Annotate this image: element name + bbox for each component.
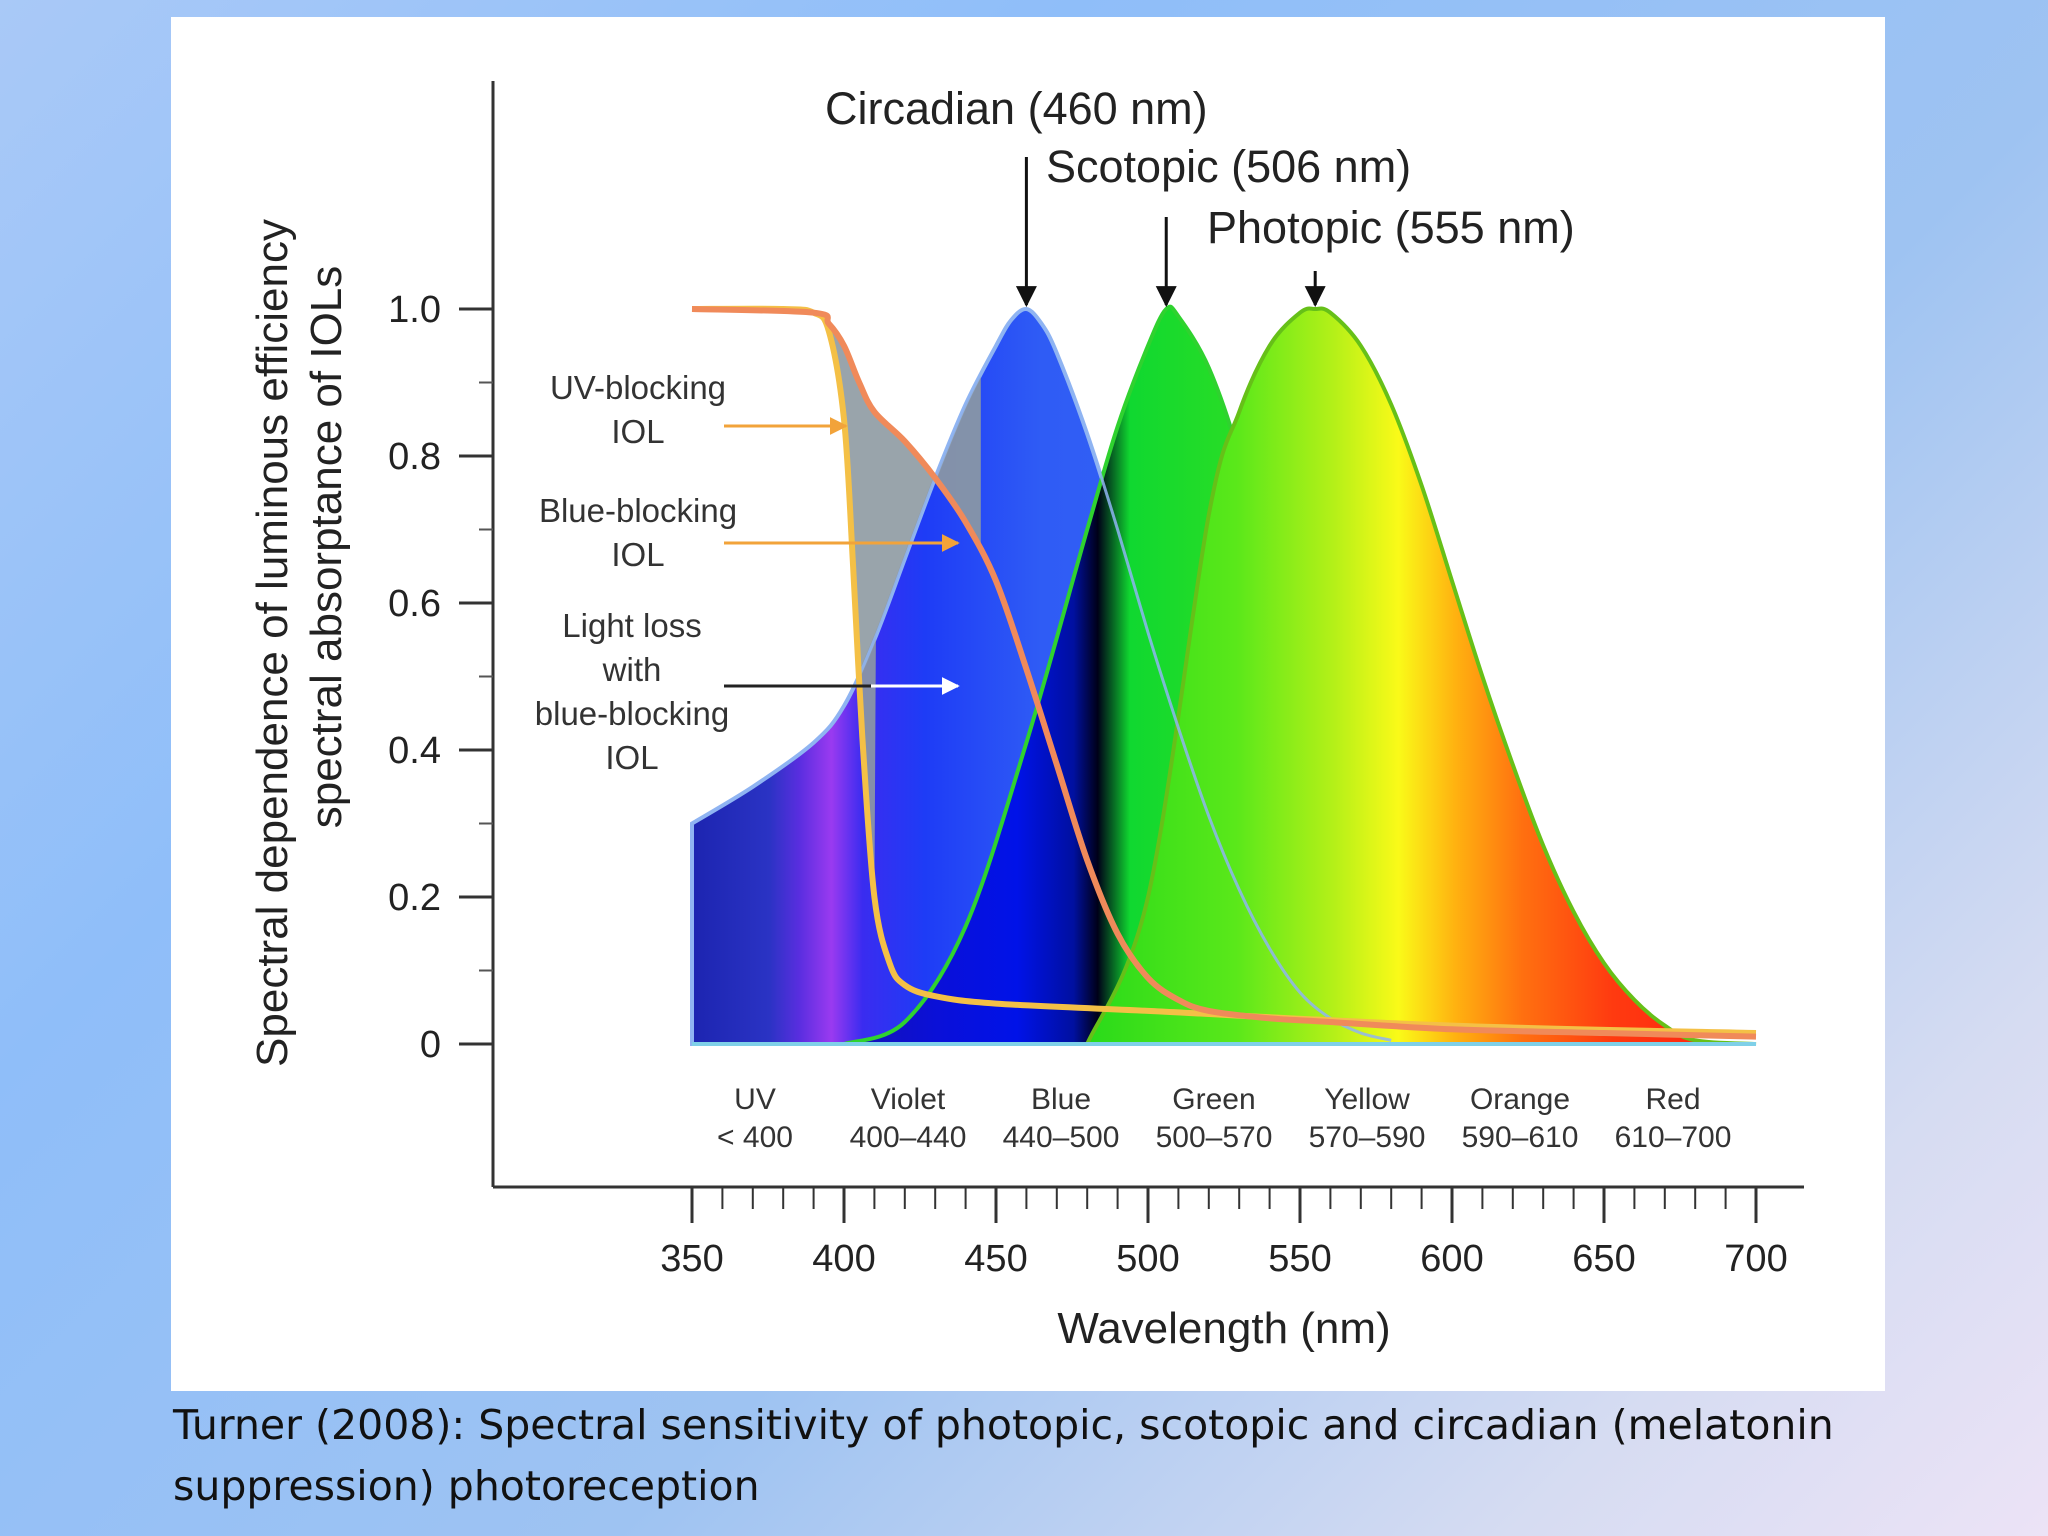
band-range: < 400 — [717, 1121, 793, 1154]
x-tick-label: 450 — [964, 1238, 1027, 1280]
annotation-line: IOL — [605, 739, 658, 776]
peak-label: Photopic (555 nm) — [1207, 202, 1575, 253]
band-range: 440–500 — [1003, 1121, 1120, 1154]
x-tick-label: 600 — [1420, 1238, 1483, 1280]
x-tick-label: 400 — [812, 1238, 875, 1280]
annotation-line: Light loss — [562, 607, 701, 644]
y-tick-label: 0.4 — [388, 730, 441, 772]
y-tick-label: 0.6 — [388, 583, 441, 625]
band-range: 500–570 — [1156, 1121, 1273, 1154]
band-name: Blue — [1031, 1083, 1091, 1116]
y-axis-title-line1: Spectral dependence of luminous efficien… — [248, 219, 297, 1067]
x-tick-label: 650 — [1572, 1238, 1635, 1280]
y-tick-label: 0.2 — [388, 877, 441, 919]
x-tick-label: 550 — [1268, 1238, 1331, 1280]
band-range: 610–700 — [1615, 1121, 1732, 1154]
y-axis-ticks: 0 0.2 0.4 0.6 0.8 1.0 — [388, 289, 493, 1066]
peak-labels: Circadian (460 nm) Scotopic (506 nm) Photo… — [825, 83, 1575, 308]
band-name: Yellow — [1324, 1083, 1410, 1116]
band-range: 570–590 — [1309, 1121, 1426, 1154]
iol-annotations: UV-blocking IOL Blue-blocking IOL Light loss… — [535, 369, 960, 776]
light-loss-region — [831, 328, 981, 898]
y-axis-title-line2: spectral absorptance of IOLs — [302, 266, 351, 829]
band-name: UV — [734, 1083, 776, 1116]
blue-blocking-iol-curve — [691, 306, 1757, 1040]
y-tick-label: 0 — [420, 1024, 441, 1066]
figure-caption: Turner (2008): Spectral sensitivity of p… — [173, 1395, 2023, 1517]
band-range: 590–610 — [1462, 1121, 1579, 1154]
band-name: Green — [1172, 1083, 1255, 1116]
photopic-curve-fill — [1084, 306, 1757, 1046]
peak-label: Scotopic (506 nm) — [1046, 141, 1411, 192]
color-band-labels: UV < 400 Violet 400–440 Blue 440–500 Green 500–… — [717, 1083, 1731, 1154]
band-name: Red — [1645, 1083, 1700, 1116]
x-tick-label: 350 — [660, 1238, 723, 1280]
figure-panel: 0 0.2 0.4 0.6 0.8 1.0 350 400 450 500 550 600 650 70… — [171, 17, 1885, 1391]
annotation-line: IOL — [611, 536, 664, 573]
circadian-curve-edge — [691, 307, 1392, 1042]
spectral-chart: 0 0.2 0.4 0.6 0.8 1.0 350 400 450 500 550 600 650 70… — [248, 81, 1804, 1353]
band-range: 400–440 — [850, 1121, 967, 1154]
y-tick-label: 0.8 — [388, 436, 441, 478]
annotation-line: IOL — [611, 413, 664, 450]
band-name: Orange — [1470, 1083, 1570, 1116]
x-tick-label: 700 — [1724, 1238, 1787, 1280]
peak-label: Circadian (460 nm) — [825, 83, 1208, 134]
band-name: Violet — [871, 1083, 946, 1116]
x-axis-title: Wavelength (nm) — [1057, 1304, 1390, 1353]
annotation-line: blue-blocking — [535, 695, 729, 732]
caption-line-1: Turner (2008): Spectral sensitivity of p… — [173, 1401, 1834, 1449]
annotation-line: UV-blocking — [550, 369, 726, 406]
x-axis-ticks: 350 400 450 500 550 600 650 700 — [660, 1187, 1788, 1280]
y-tick-label: 1.0 — [388, 289, 441, 331]
caption-line-2: suppression) photoreception — [173, 1462, 760, 1510]
x-tick-label: 500 — [1116, 1238, 1179, 1280]
annotation-line: with — [602, 651, 662, 688]
annotation-line: Blue-blocking — [539, 492, 737, 529]
